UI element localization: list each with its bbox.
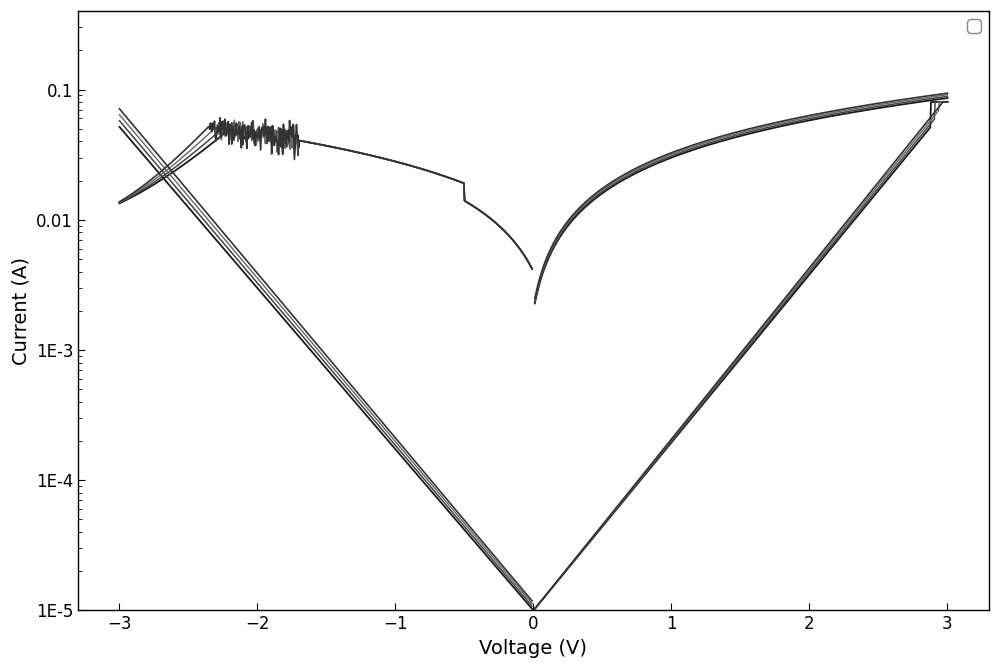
Legend:  xyxy=(967,19,981,33)
X-axis label: Voltage (V): Voltage (V) xyxy=(479,639,587,658)
Y-axis label: Current (A): Current (A) xyxy=(11,257,30,365)
